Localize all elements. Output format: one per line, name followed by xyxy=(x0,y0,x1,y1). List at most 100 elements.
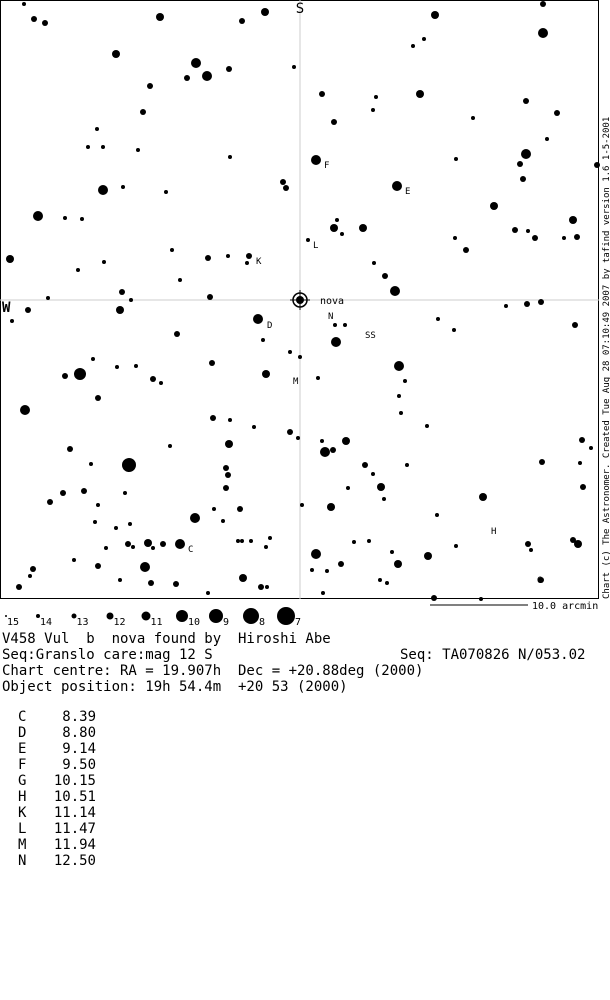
sequence-label: N xyxy=(18,853,27,869)
sequence-mag: 11.14 xyxy=(53,805,96,821)
star xyxy=(411,44,415,48)
star xyxy=(521,149,531,159)
star xyxy=(226,66,232,72)
star-label: K xyxy=(256,257,262,267)
star xyxy=(372,261,376,265)
star xyxy=(20,405,30,415)
sequence-label: H xyxy=(18,789,27,805)
star xyxy=(156,13,164,21)
legend-mag-label: 7 xyxy=(295,617,301,628)
star xyxy=(310,568,314,572)
star xyxy=(253,314,263,324)
star xyxy=(72,558,76,562)
sequence-mag: 9.14 xyxy=(62,741,96,757)
star xyxy=(101,145,105,149)
star xyxy=(403,379,407,383)
star xyxy=(76,268,80,272)
star xyxy=(572,322,578,328)
star xyxy=(296,436,300,440)
sequence-row: K 11.14 xyxy=(18,805,96,821)
star xyxy=(300,503,304,507)
star xyxy=(148,580,154,586)
info-object-position: Object position: 19h 54.4m +20 53 (2000) xyxy=(2,679,348,695)
star xyxy=(121,185,125,189)
star xyxy=(122,458,136,472)
sequence-mag: 9.50 xyxy=(62,757,96,773)
star xyxy=(30,566,36,572)
star xyxy=(562,236,566,240)
star xyxy=(265,585,269,589)
star xyxy=(422,37,426,41)
star xyxy=(147,83,153,89)
star xyxy=(529,548,533,552)
star xyxy=(95,563,101,569)
star xyxy=(452,328,456,332)
star xyxy=(6,255,14,263)
legend-star xyxy=(36,614,40,618)
star xyxy=(435,513,439,517)
star xyxy=(173,581,179,587)
star xyxy=(352,540,356,544)
sequence-label: K xyxy=(18,805,27,821)
legend-star xyxy=(209,609,223,623)
star xyxy=(210,415,216,421)
star xyxy=(526,229,530,233)
star xyxy=(512,227,518,233)
star xyxy=(431,595,437,601)
star xyxy=(589,446,593,450)
star xyxy=(249,539,253,543)
sequence-row: F 9.50 xyxy=(18,757,96,773)
info-seq-right: Seq: TA070826 N/053.02 xyxy=(400,647,586,663)
star xyxy=(191,58,201,68)
star-label: G xyxy=(537,576,542,586)
star xyxy=(93,520,97,524)
legend-star xyxy=(71,613,77,619)
legend-mag-label: 8 xyxy=(259,617,265,628)
star xyxy=(320,439,324,443)
legend-mag-label: 11 xyxy=(151,617,163,628)
legend-star xyxy=(176,610,188,622)
star xyxy=(226,254,230,258)
star xyxy=(280,179,286,185)
star xyxy=(453,236,457,240)
sequence-label: G xyxy=(18,773,27,789)
star xyxy=(538,299,544,305)
finder-chart: S W nova C D E F G H K L M N SS 10.0 arcmin Chart … xyxy=(0,0,610,628)
star xyxy=(545,137,549,141)
star xyxy=(594,162,600,168)
sequence-label: M xyxy=(18,837,27,853)
star xyxy=(479,493,487,501)
star xyxy=(463,247,469,253)
star xyxy=(25,307,31,313)
star xyxy=(333,323,337,327)
star xyxy=(479,597,483,601)
star xyxy=(63,216,67,220)
star xyxy=(306,238,310,242)
sequence-mag: 10.15 xyxy=(53,773,96,789)
star xyxy=(184,75,190,81)
star xyxy=(517,161,523,167)
target-label: nova xyxy=(320,296,344,307)
star xyxy=(325,569,329,573)
star xyxy=(540,1,546,7)
star xyxy=(316,376,320,380)
star xyxy=(102,260,106,264)
star xyxy=(578,461,582,465)
star xyxy=(67,446,73,452)
sequence-row: N 12.50 xyxy=(18,853,96,869)
star xyxy=(385,581,389,585)
star xyxy=(539,459,545,465)
sequence-mag: 10.51 xyxy=(53,789,96,805)
star xyxy=(538,28,548,38)
star xyxy=(95,395,101,401)
sequence-label: E xyxy=(18,741,27,757)
star xyxy=(399,411,403,415)
legend-mag-label: 10 xyxy=(188,617,200,628)
sequence-label: L xyxy=(18,821,27,837)
star xyxy=(16,584,22,590)
star xyxy=(261,338,265,342)
sequence-row: L 11.47 xyxy=(18,821,96,837)
star xyxy=(98,185,108,195)
star xyxy=(378,578,382,582)
sequence-row: D 8.80 xyxy=(18,725,96,741)
